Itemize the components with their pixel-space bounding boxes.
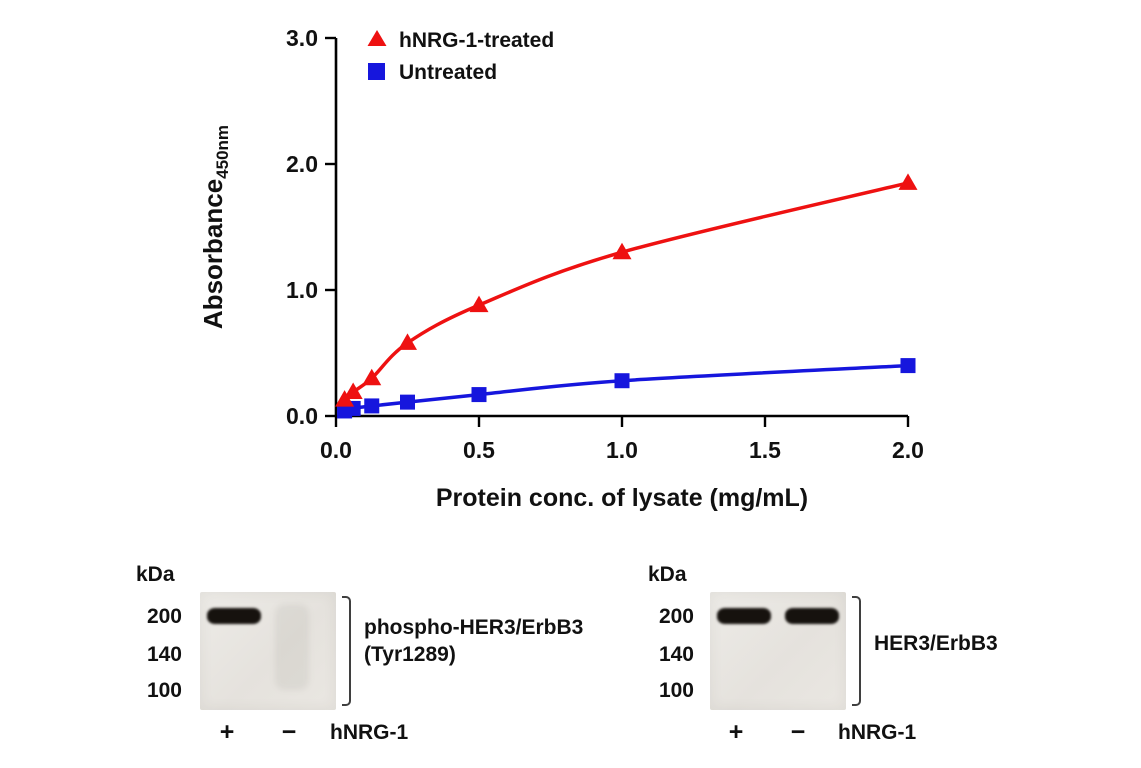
x-tick-label: 2.0 — [892, 437, 924, 463]
axes — [334, 38, 908, 418]
marker-square — [614, 373, 630, 389]
marker-triangle — [362, 368, 382, 386]
series-hNRG-1-treated — [335, 173, 918, 407]
legend-label: Untreated — [399, 61, 497, 84]
marker-triangle — [612, 242, 632, 260]
blot-target-label: phospho-HER3/ErbB3 (Tyr1289) — [364, 614, 583, 668]
kda-unit-label: kDa — [136, 563, 175, 586]
lane-sign-plus: + — [728, 718, 744, 746]
marker-square — [900, 358, 916, 374]
x-axis-title: Protein conc. of lysate (mg/mL) — [436, 484, 808, 512]
protein-band-lane-2 — [275, 604, 309, 690]
y-tick-label: 2.0 — [286, 151, 318, 177]
lane-sign-minus: − — [790, 718, 806, 746]
marker-square — [364, 398, 380, 414]
marker-square — [471, 387, 487, 403]
series-line — [342, 363, 910, 413]
marker-triangle — [398, 333, 417, 350]
marker-triangle — [343, 382, 363, 400]
y-tick-label: 3.0 — [286, 25, 318, 51]
mw-marker-100: 100 — [658, 679, 694, 702]
x-tick-label: 1.5 — [749, 437, 781, 463]
legend-label: hNRG-1-treated — [399, 29, 554, 52]
blot-target-label: HER3/ErbB3 — [874, 630, 998, 657]
mw-marker-140: 140 — [146, 643, 182, 666]
x-tick-label: 0.0 — [320, 437, 352, 463]
blot-target-line1: phospho-HER3/ErbB3 — [364, 616, 584, 639]
protein-band-lane-2 — [785, 608, 839, 624]
x-tick-label: 1.0 — [606, 437, 638, 463]
y-tick-label: 1.0 — [286, 277, 318, 303]
bracket — [852, 596, 861, 706]
lane-sign-plus: + — [219, 718, 235, 746]
series-Untreated — [337, 358, 916, 419]
y-axis-title: Absorbance450nm — [198, 125, 232, 329]
protein-band-lane-1 — [717, 608, 771, 624]
marker-square — [400, 394, 415, 410]
x-tick-label: 0.5 — [463, 437, 495, 463]
marker-triangle — [469, 295, 489, 313]
blot-target-line2: (Tyr1289) — [364, 643, 456, 666]
mw-marker-200: 200 — [146, 605, 182, 628]
legend-marker-square — [368, 63, 385, 80]
mw-marker-100: 100 — [146, 679, 182, 702]
y-tick-label: 0.0 — [286, 403, 318, 429]
treatment-label: hNRG-1 — [838, 721, 917, 744]
kda-unit-label: kDa — [648, 563, 687, 586]
bracket — [342, 596, 351, 706]
blot-target-line1: HER3/ErbB3 — [874, 632, 998, 655]
treatment-label: hNRG-1 — [330, 721, 409, 744]
absorbance-chart: 0.0 1.0 2.0 3.0 0.0 0.5 1.0 1.5 2.0 Protein conc.… — [198, 25, 924, 512]
blot-image — [200, 592, 336, 710]
blot-image — [710, 592, 846, 710]
legend-marker-triangle — [367, 30, 387, 46]
marker-triangle — [898, 173, 918, 190]
series-line — [342, 181, 910, 402]
lane-sign-minus: − — [281, 718, 297, 746]
mw-marker-140: 140 — [658, 643, 694, 666]
protein-band-lane-1 — [207, 608, 261, 624]
mw-marker-200: 200 — [658, 605, 694, 628]
